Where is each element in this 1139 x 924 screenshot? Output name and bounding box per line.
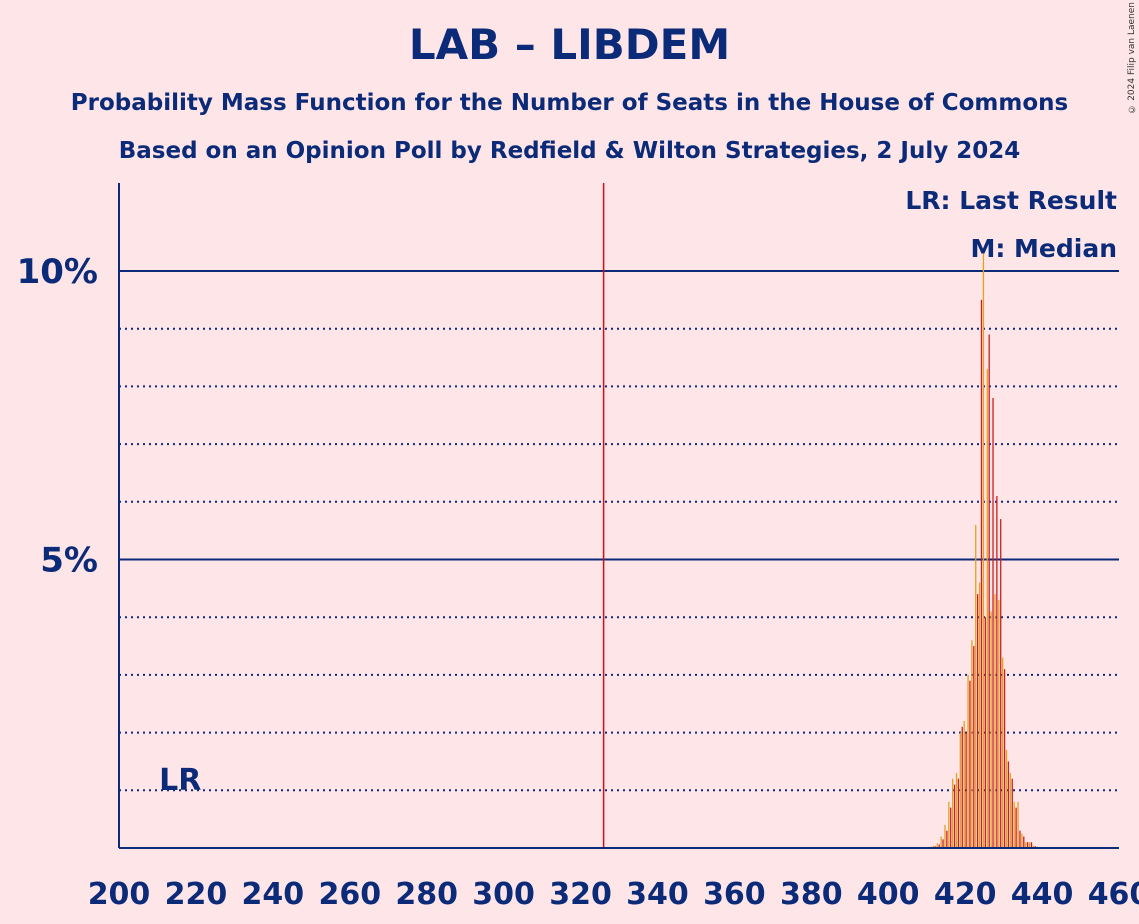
bar-series-1: [944, 824, 946, 848]
y-tick-label: 10%: [17, 252, 98, 292]
bar-series-1: [1017, 801, 1019, 848]
bar-series-1: [1032, 845, 1035, 848]
bar-series-1: [932, 845, 935, 848]
bar-series-2: [1030, 842, 1033, 848]
bar-series-1: [1028, 842, 1031, 848]
bar-series-1: [971, 640, 973, 848]
legend-entry: M: Median: [970, 234, 1117, 263]
x-tick-label: 440: [1011, 877, 1074, 912]
bar-series-1: [952, 778, 954, 848]
chart-title: LAB – LIBDEM: [408, 20, 731, 69]
bar-series-2: [980, 299, 983, 849]
bar-series-2: [1003, 669, 1006, 848]
x-tick-label: 360: [703, 877, 766, 912]
bar-series-2: [938, 844, 940, 848]
bar-series-2: [965, 732, 967, 848]
bar-series-1: [1005, 749, 1008, 848]
bar-series-1: [986, 369, 988, 848]
bar-series-1: [978, 582, 981, 848]
bar-series-2: [1011, 778, 1013, 848]
bar-series-1: [940, 836, 942, 848]
x-tick-label: 260: [318, 877, 381, 912]
bar-series-2: [957, 778, 960, 848]
bar-series-2: [961, 726, 963, 848]
x-tick-label: 400: [857, 877, 920, 912]
bar-series-1: [955, 772, 958, 848]
bar-series-1: [967, 674, 969, 848]
bar-series-1: [1002, 657, 1004, 848]
legend-entry: LR: Last Result: [905, 186, 1117, 215]
x-tick-label: 220: [165, 877, 228, 912]
bar-series-2: [1019, 830, 1021, 848]
x-tick-label: 240: [242, 877, 305, 912]
bar-series-2: [984, 617, 986, 848]
bar-series-1: [1009, 772, 1012, 848]
x-tick-label: 200: [88, 877, 151, 912]
bar-series-1: [959, 732, 962, 848]
bar-series-1: [948, 801, 950, 848]
bar-series-1: [1021, 833, 1023, 848]
bar-series-2: [1015, 807, 1017, 848]
y-tick-label: 5%: [40, 541, 98, 581]
last-result-label: LR: [159, 763, 201, 798]
bar-series-2: [996, 496, 998, 848]
bar-series-1: [982, 253, 985, 848]
bar-series-2: [950, 807, 952, 848]
x-tick-label: 280: [395, 877, 458, 912]
bar-series-2: [953, 784, 956, 848]
bar-series-1: [1025, 842, 1027, 848]
bar-series-2: [1026, 842, 1029, 848]
chart-subtitle: Probability Mass Function for the Number…: [70, 90, 1069, 116]
x-tick-label: 300: [472, 877, 535, 912]
x-tick-label: 320: [549, 877, 612, 912]
x-tick-label: 460: [1088, 877, 1139, 912]
bar-series-1: [1013, 801, 1015, 848]
x-tick-label: 340: [626, 877, 689, 912]
bar-series-1: [998, 599, 1000, 848]
bar-series-2: [1023, 836, 1025, 848]
x-tick-label: 380: [780, 877, 843, 912]
bar-series-2: [942, 839, 944, 848]
bar-series-2: [1007, 761, 1010, 848]
bar-series-2: [973, 646, 975, 848]
bar-series-2: [1000, 519, 1002, 848]
bar-series-1: [990, 611, 992, 848]
bar-series-2: [946, 830, 948, 848]
bar-series-1: [936, 843, 938, 848]
x-tick-label: 420: [934, 877, 997, 912]
chart-source: Based on an Opinion Poll by Redfield & W…: [118, 138, 1021, 164]
bar-series-1: [975, 524, 977, 848]
bar-series-2: [969, 680, 971, 848]
bar-series-1: [994, 594, 996, 848]
bar-series-2: [988, 334, 990, 849]
bar-series-2: [992, 397, 994, 848]
bar-series-1: [963, 721, 965, 848]
bar-series-2: [976, 594, 979, 848]
